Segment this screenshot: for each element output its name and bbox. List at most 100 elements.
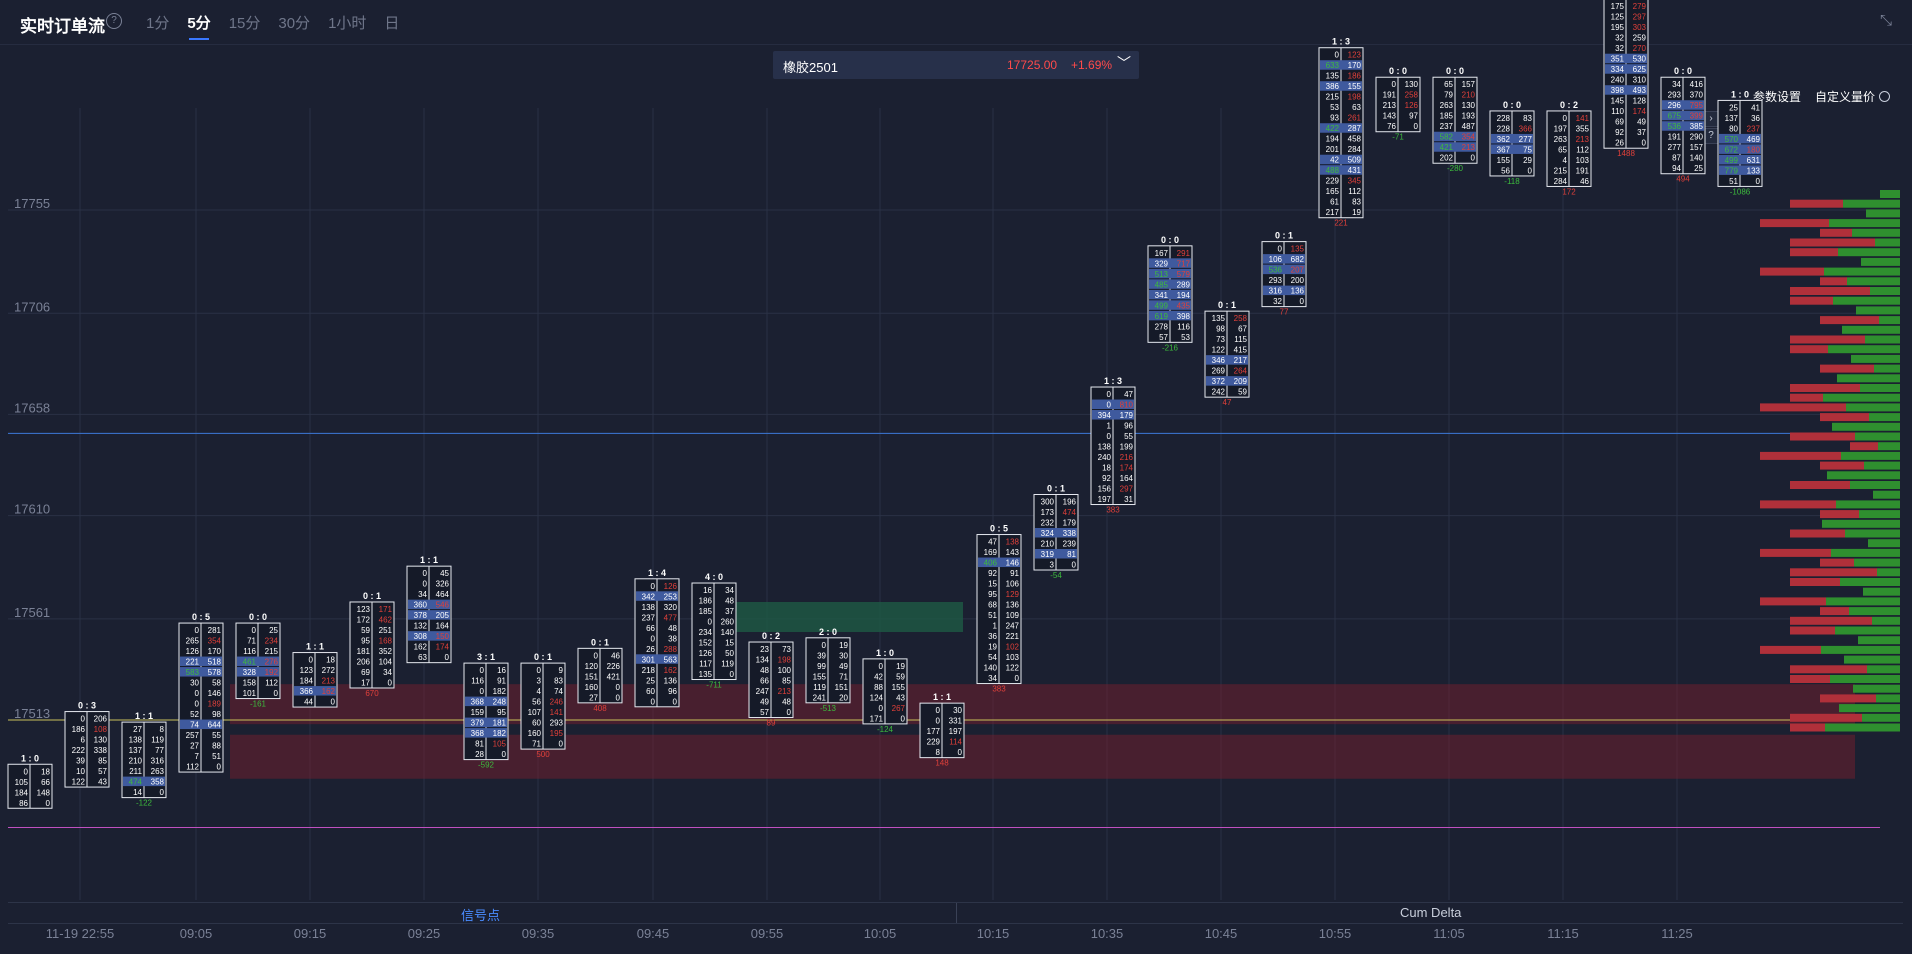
footprint-candle[interactable]: 0 : 2 23 73 134 198 48 100 66 85 247 213 49 48 57 0 89 <box>748 631 794 728</box>
help-icon[interactable]: ? <box>106 13 122 29</box>
footprint-candle[interactable]: 0 : 1 123 171 172 462 59 251 95 168 181 352 206 104 6… <box>349 591 395 698</box>
tab-5min[interactable]: 5分 <box>187 12 211 40</box>
footprint-candle[interactable]: 0 : 3 0 206 186 108 6 130 222 338 39 85 10 57 122 43 <box>64 701 110 788</box>
highlight-cell <box>180 656 222 667</box>
footprint-candle[interactable]: 0 : 0 34 416 293 370 296 795 675 399 536 385 191 290… <box>1660 66 1706 184</box>
bid-volume: 124 <box>870 693 884 702</box>
footprint-candle[interactable]: 0 : 0 0 130 191 258 213 126 143 97 76 0 -71 <box>1375 66 1421 142</box>
footprint-candle[interactable]: 3 : 1 0 16 116 91 0 182 368 248 159 95 379 181 368 182… <box>463 652 509 770</box>
bid-volume: 191 <box>1383 91 1397 100</box>
bid-volume: 112 <box>186 763 199 772</box>
imbalance-label: 1 : 4 <box>648 568 666 578</box>
bid-volume: 57 <box>1159 333 1168 342</box>
delta-label: -280 <box>1447 164 1464 173</box>
ask-volume: 469 <box>1747 135 1761 144</box>
footprint-candle[interactable]: 1 : 1 0 30 0 331 177 197 229 114 8 0 148 <box>919 692 965 768</box>
footprint-candle[interactable]: 0 : 0 65 157 79 210 263 130 185 193 237 487 582 354 4… <box>1432 66 1478 173</box>
highlight-cell <box>465 717 507 728</box>
footprint-candle[interactable]: 0 : 0 228 83 228 366 362 277 367 75 155 29 56 0 -118 <box>1489 100 1535 186</box>
ask-volume: 141 <box>1576 114 1590 123</box>
bid-volume: 4 <box>1563 156 1568 165</box>
signal-tab[interactable]: 信号点 <box>461 908 501 923</box>
footprint-candle[interactable]: 0 : 2 0 141 197 355 263 213 65 112 4 103 215 191 284 4… <box>1546 100 1592 196</box>
profile-bid-bar <box>1760 219 1829 228</box>
cum-delta-tab[interactable]: Cum Delta <box>1400 905 1462 920</box>
bid-volume: 582 <box>1440 133 1454 142</box>
bid-volume: 619 <box>1155 312 1169 321</box>
footprint-candle[interactable]: 1 : 4 0 126 342 253 138 320 237 477 66 48 0 38 26 288 3… <box>634 568 680 708</box>
tab-day[interactable]: 日 <box>384 15 400 32</box>
bid-volume: 26 <box>646 645 655 654</box>
profile-ask-bar <box>1860 384 1900 392</box>
footprint-candle[interactable]: 2 : 0 0 19 39 30 99 49 155 71 119 151 241 20-513 <box>805 627 851 713</box>
bid-volume: 0 <box>480 666 485 675</box>
tab-1min[interactable]: 1分 <box>146 15 170 32</box>
bid-volume: 237 <box>1440 122 1454 131</box>
footprint-candle[interactable]: 0 : 1 0 9 3 83 4 74 56 246 107 141 60 293 160 195 71 0 50… <box>520 652 566 759</box>
bid-volume: 87 <box>1672 154 1681 163</box>
bid-volume: 240 <box>1611 76 1625 85</box>
footprint-candle[interactable]: 0 : 1 0 135 106 682 536 207 293 200 316 136 32 0 77 <box>1261 231 1307 317</box>
footprint-candle[interactable]: 1 : 3 0 47 0 810 394 179 1 96 0 55 138 199 240 216 18 17… <box>1090 376 1136 515</box>
ask-volume: 19 <box>839 641 848 650</box>
profile-ask-bar <box>1839 704 1900 713</box>
bid-volume: 101 <box>243 689 257 698</box>
symbol-selector[interactable]: 橡胶2501 17725.00 +1.69% ﹀ <box>773 51 1139 79</box>
profile-ask-bar <box>1832 422 1900 431</box>
profile-ask-bar <box>1847 277 1900 286</box>
toggle-icon <box>1879 91 1890 102</box>
footprint-candle[interactable]: 0 : 5 0 281 265 354 126 170 221 518 583 578 30 58 0 14… <box>178 612 224 773</box>
footprint-candle[interactable]: 4 : 0 16 34 186 48 185 37 0 260 234 140 152 15 126 50 1… <box>691 572 737 690</box>
footprint-candle[interactable]: 0 : 0 167 291 329 717 513 579 485 289 341 194 499 43… <box>1147 235 1193 353</box>
footprint-candle[interactable]: 0 : 1 300 196 173 474 232 179 324 338 210 239 319 81… <box>1033 484 1079 581</box>
bid-volume: 222 <box>72 746 86 755</box>
bid-volume: 296 <box>1668 101 1682 110</box>
bid-volume: 0 <box>423 580 428 589</box>
bid-volume: 346 <box>1212 356 1226 365</box>
bid-volume: 0 <box>480 687 485 696</box>
params-settings-link[interactable]: 参数设置 <box>1752 90 1801 104</box>
ask-volume: 112 <box>265 679 278 688</box>
ask-volume: 49 <box>839 662 848 671</box>
ask-volume: 53 <box>1181 333 1190 342</box>
bid-volume: 293 <box>1269 276 1283 285</box>
bid-volume: 177 <box>927 727 941 736</box>
bid-volume: 0 <box>936 717 941 726</box>
collapse-icon[interactable]: ⤡ <box>1879 12 1892 29</box>
footprint-candle[interactable]: 1 : 0 0 18 105 66 184 148 86 0 <box>7 753 53 809</box>
footprint-candle[interactable]: 0 : 339581752791252971953033225932270351… <box>1603 0 1649 158</box>
bid-volume: 0 <box>651 634 656 643</box>
ask-volume: 98 <box>212 710 221 719</box>
ask-volume: 717 <box>1177 259 1191 268</box>
ask-volume: 136 <box>1006 601 1020 610</box>
footprint-candle[interactable]: 1 : 3 0 123 633 170 135 186 386 155 215 198 53 63 93 2… <box>1318 37 1364 228</box>
footprint-candle[interactable]: 0 : 1 0 46 120 226 151 421 160 0 27 0 408 <box>577 637 623 713</box>
bid-volume: 570 <box>1725 135 1739 144</box>
delta-label: 383 <box>992 685 1006 694</box>
delta-label: -513 <box>820 704 837 713</box>
ask-volume: 18 <box>41 767 50 776</box>
custom-volume-link[interactable]: 自定义量价 <box>1815 88 1890 105</box>
ask-volume: 103 <box>1576 156 1590 165</box>
ask-volume: 128 <box>1633 97 1647 106</box>
footprint-candle[interactable]: 1 : 1 27 8 138 119 137 77 210 316 211 263 474 358 14 0… <box>121 711 167 808</box>
bid-volume: 633 <box>1326 61 1340 70</box>
ask-volume: 217 <box>1234 356 1248 365</box>
footprint-candle[interactable]: 0 : 0 0 25 71 234 116 215 461 276 328 192 158 112 101… <box>235 612 281 709</box>
profile-ask-bar <box>1851 354 1900 363</box>
profile-bid-bar <box>1790 248 1838 257</box>
footprint-candle[interactable]: 1 : 0 25 41 137 36 80 237 570 469 672 180 499 631 779… <box>1717 89 1763 196</box>
tab-30min[interactable]: 30分 <box>278 15 311 32</box>
footprint-candle[interactable]: 0 : 1 135 258 98 67 73 115 122 415 346 217 269 264 37… <box>1204 300 1250 407</box>
footprint-candle[interactable]: 1 : 1 0 45 0 326 34 464 360 546 378 205 132 164 308 15… <box>406 555 452 664</box>
footprint-candle[interactable]: 1 : 1 0 18 123 272 184 213 366 162 44 0 <box>292 642 338 708</box>
imbalance-label: 0 : 5 <box>192 612 210 622</box>
bid-volume: 185 <box>699 607 713 616</box>
tab-1hour[interactable]: 1小时 <box>328 15 367 32</box>
tab-15min[interactable]: 15分 <box>228 15 261 32</box>
ask-volume: 297 <box>1120 485 1134 494</box>
bid-volume: 0 <box>879 704 884 713</box>
